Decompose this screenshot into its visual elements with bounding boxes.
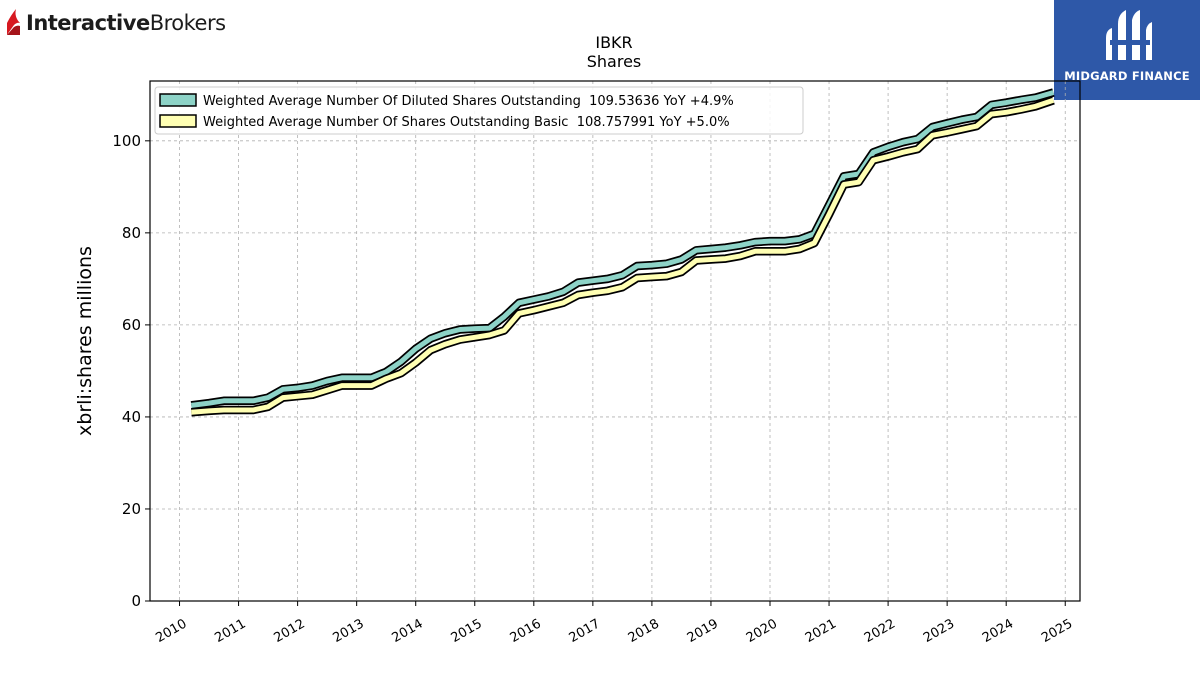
x-tick-label: 2010 [153, 616, 189, 646]
series-layer [190, 88, 1055, 417]
series-diluted-line [190, 90, 1055, 408]
x-tick-label: 2024 [980, 616, 1016, 646]
x-tick-label: 2020 [744, 616, 780, 646]
x-tick-label: 2011 [212, 616, 248, 646]
legend-label-basic: Weighted Average Number Of Shares Outsta… [203, 115, 730, 130]
x-tick-label: 2013 [331, 616, 367, 646]
ib-flame-icon [7, 9, 20, 35]
y-tick-label: 40 [122, 408, 141, 426]
series-basic-line [191, 97, 1055, 415]
legend-label-diluted: Weighted Average Number Of Diluted Share… [203, 94, 734, 109]
x-tick-label: 2023 [921, 616, 957, 646]
x-tick-label: 2022 [862, 616, 898, 646]
plot-frame [149, 80, 1081, 602]
chart-title: IBKR [595, 33, 632, 52]
legend: Weighted Average Number Of Diluted Share… [154, 86, 804, 135]
y-tick-label: 80 [122, 224, 141, 242]
x-tick-label: 2016 [508, 616, 544, 646]
series-basic-outline [190, 96, 1055, 417]
y-tick-label: 100 [112, 132, 141, 150]
x-tick-label: 2021 [803, 616, 839, 646]
x-tick-label: 2015 [449, 616, 485, 646]
midgard-finance-logo: MIDGARD FINANCE [1054, 0, 1200, 100]
x-tick-label: 2017 [567, 616, 603, 646]
legend-swatch-basic [159, 114, 197, 128]
y-axis-label: xbrli:shares millions [74, 246, 96, 436]
tick-labels: 0 20 40 60 80 100 2010 2011 2012 2013 2014 2015 2016… [112, 132, 1075, 646]
y-tick-label: 0 [131, 592, 141, 610]
x-tick-label: 2014 [390, 616, 426, 646]
logo-bold-text: Interactive [26, 11, 150, 35]
legend-swatch-diluted [159, 93, 197, 107]
y-tick-label: 60 [122, 316, 141, 334]
x-tick-label: 2025 [1039, 616, 1075, 646]
logo-light-text: Brokers [149, 11, 226, 35]
x-tick-label: 2012 [271, 616, 307, 646]
chart-subtitle: Shares [587, 52, 642, 71]
y-tick-label: 20 [122, 500, 141, 518]
midgard-m-icon [1106, 10, 1152, 60]
midgard-finance-wordmark: MIDGARD FINANCE [1064, 69, 1190, 83]
x-tick-label: 2018 [626, 616, 662, 646]
x-tick-label: 2019 [685, 616, 721, 646]
interactive-brokers-logo: InteractiveBrokers [5, 6, 226, 40]
grid-lines [150, 81, 1080, 602]
interactive-brokers-wordmark: InteractiveBrokers [26, 11, 226, 35]
legend-box [154, 86, 804, 135]
